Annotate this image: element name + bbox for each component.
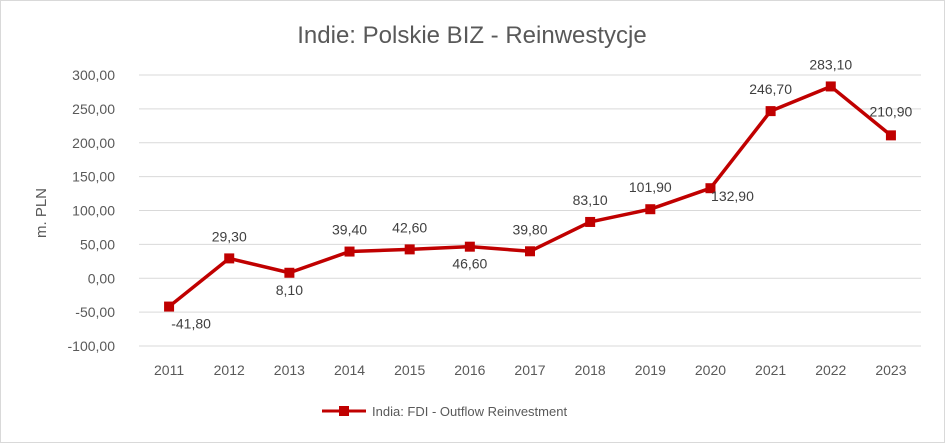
data-point — [765, 106, 776, 117]
x-tick-label: 2015 — [394, 362, 425, 378]
data-point — [284, 267, 295, 278]
x-tick-label: 2017 — [514, 362, 545, 378]
y-tick-label: 0,00 — [88, 270, 115, 286]
data-label: 42,60 — [392, 219, 427, 235]
y-tick-label: 300,00 — [72, 67, 115, 83]
y-axis-label: m. PLN — [33, 188, 50, 238]
legend-marker — [339, 406, 349, 416]
data-point — [585, 216, 596, 227]
data-label: 101,90 — [629, 179, 672, 195]
data-point — [344, 246, 355, 257]
x-tick-label: 2016 — [454, 362, 485, 378]
x-tick-label: 2012 — [214, 362, 245, 378]
x-tick-label: 2014 — [334, 362, 365, 378]
data-label: 8,10 — [276, 282, 303, 298]
data-point — [164, 301, 175, 312]
y-tick-label: 50,00 — [80, 236, 115, 252]
data-label: 83,10 — [573, 192, 608, 208]
data-label: 29,30 — [212, 228, 247, 244]
y-tick-label: 150,00 — [72, 169, 115, 185]
data-label: -41,80 — [171, 316, 211, 332]
chart-title: Indie: Polskie BIZ - Reinwestycje — [297, 22, 646, 49]
data-label: 210,90 — [870, 103, 913, 119]
x-tick-label: 2013 — [274, 362, 305, 378]
x-tick-label: 2021 — [755, 362, 786, 378]
data-label: 39,80 — [512, 221, 547, 237]
data-label: 132,90 — [711, 188, 754, 204]
data-point — [464, 241, 475, 252]
data-point — [885, 130, 896, 141]
series-line — [167, 84, 893, 308]
y-tick-label: -100,00 — [68, 338, 116, 354]
legend-label: India: FDI - Outflow Reinvestment — [372, 404, 567, 419]
data-label: 246,70 — [749, 81, 792, 97]
y-tick-label: 250,00 — [72, 101, 115, 117]
data-point — [404, 244, 415, 255]
data-point — [825, 81, 836, 92]
data-label: 46,60 — [452, 256, 487, 272]
x-tick-label: 2019 — [635, 362, 666, 378]
x-tick-label: 2018 — [575, 362, 606, 378]
y-tick-label: 100,00 — [72, 203, 115, 219]
x-tick-label: 2020 — [695, 362, 726, 378]
x-tick-label: 2022 — [815, 362, 846, 378]
x-tick-label: 2011 — [154, 362, 184, 378]
data-point — [645, 204, 656, 215]
data-label: 39,40 — [332, 222, 367, 238]
x-tick-label: 2023 — [875, 362, 906, 378]
data-label: 283,10 — [809, 56, 852, 72]
data-point — [705, 183, 716, 194]
data-point — [224, 253, 235, 264]
legend: India: FDI - Outflow Reinvestment — [322, 404, 567, 419]
y-tick-label: -50,00 — [75, 304, 115, 320]
y-tick-label: 200,00 — [72, 135, 115, 151]
data-point — [525, 246, 535, 257]
